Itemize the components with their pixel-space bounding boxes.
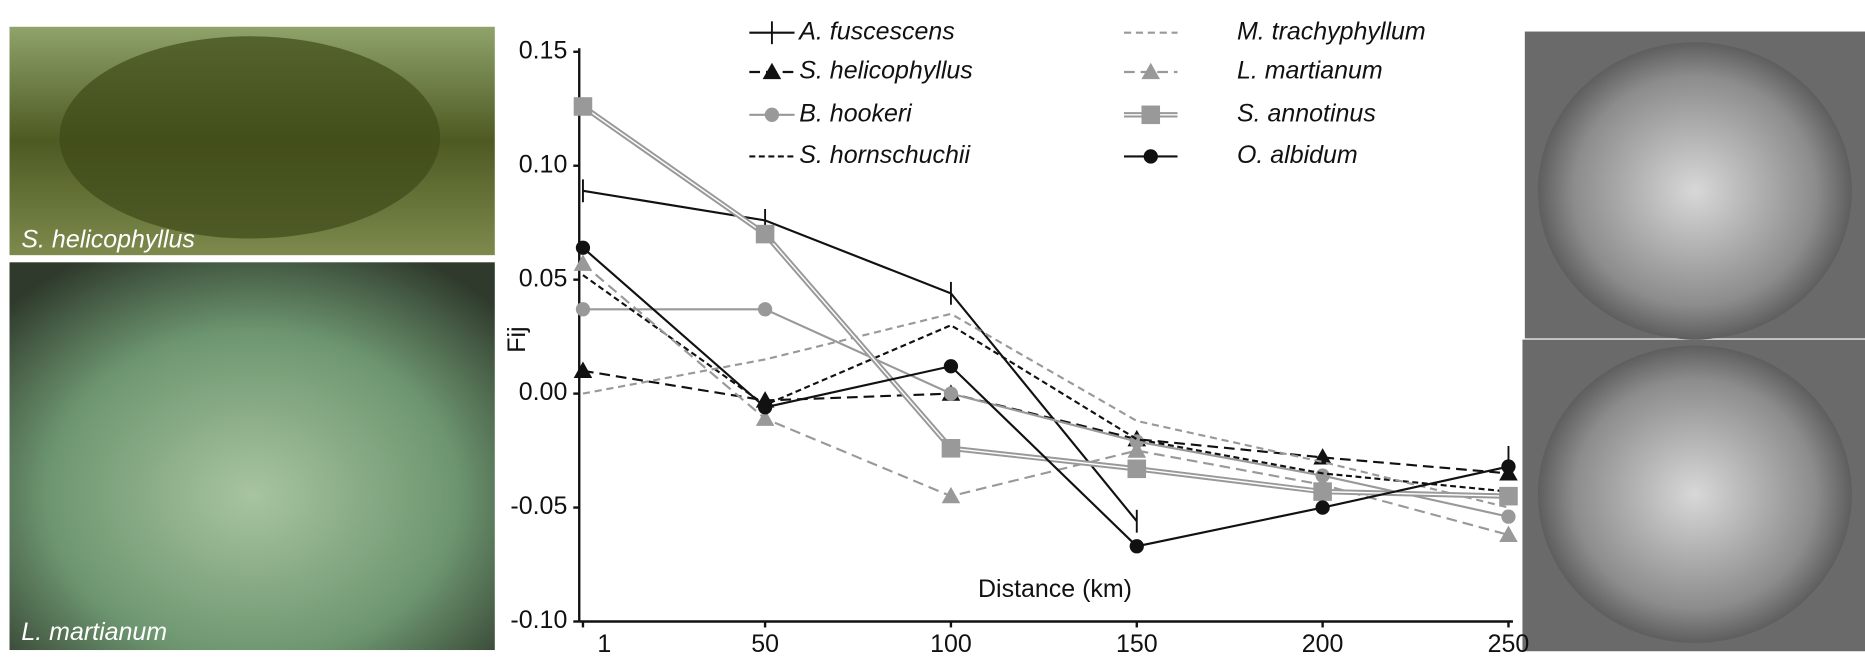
spore: [1537, 42, 1852, 340]
legend-label: O. albidum: [1237, 141, 1358, 169]
point: [1501, 459, 1516, 474]
legend-marker: [764, 107, 780, 122]
spore: [1537, 345, 1852, 643]
x-tick-label: 250: [1488, 630, 1530, 658]
y-tick-label: -0.05: [510, 492, 567, 520]
x-tick-label: 1: [597, 630, 611, 658]
legend-marker: [1141, 62, 1161, 80]
legend-label: S. helicophyllus: [799, 57, 973, 85]
photo-label: S. helicophyllus: [21, 225, 195, 253]
y-tick-label: 0.10: [519, 150, 568, 178]
point: [573, 97, 593, 116]
point: [1499, 525, 1518, 543]
legend-label: M. trachyphyllum: [1237, 17, 1426, 45]
series-line: [582, 369, 1509, 475]
x-tick-label: 100: [930, 630, 972, 658]
photo-label: L. martianum: [21, 618, 167, 646]
legend-marker: [762, 62, 782, 80]
point: [575, 240, 591, 255]
legend-label: A. fuscescens: [797, 17, 954, 45]
point: [941, 439, 961, 458]
point: [573, 254, 593, 271]
photo: [9, 262, 495, 651]
series-line: [582, 105, 1509, 497]
x-tick-label: 150: [1116, 630, 1158, 658]
point: [1129, 539, 1144, 554]
point: [1127, 459, 1147, 479]
x-axis-label: Distance (km): [978, 575, 1132, 603]
legend-label: S. annotinus: [1237, 99, 1376, 127]
series-line: [582, 274, 1509, 493]
legend-marker: [1141, 105, 1161, 125]
point: [575, 302, 591, 317]
point: [1499, 486, 1518, 506]
legend-marker: [1143, 149, 1158, 164]
x-tick-label: 50: [751, 630, 779, 658]
point: [757, 400, 773, 415]
y-tick-label: -0.10: [510, 606, 567, 634]
series-line: [583, 191, 1509, 521]
y-tick-label: 0.15: [519, 36, 568, 64]
series-line: [582, 312, 1509, 509]
y-axis-label: Fij: [503, 326, 531, 352]
point: [755, 224, 775, 244]
moss-shape: [59, 36, 441, 239]
legend-label: L. martianum: [1237, 57, 1383, 85]
y-tick-label: 0.05: [519, 264, 568, 292]
point: [943, 359, 959, 374]
point: [941, 486, 961, 504]
point: [943, 386, 959, 401]
point: [573, 361, 593, 378]
series-line: [582, 246, 1509, 548]
legend-label: S. hornschuchii: [799, 141, 971, 169]
series-line: [581, 104, 1509, 499]
y-tick-label: 0.00: [519, 378, 568, 406]
x-tick-label: 200: [1302, 630, 1344, 658]
legend-label: B. hookeri: [799, 99, 913, 127]
point: [1315, 500, 1330, 515]
series-line: [582, 308, 1509, 518]
point: [1313, 482, 1332, 501]
point: [755, 409, 775, 426]
point: [1501, 509, 1516, 524]
point: [757, 302, 773, 317]
point: [1127, 441, 1147, 458]
